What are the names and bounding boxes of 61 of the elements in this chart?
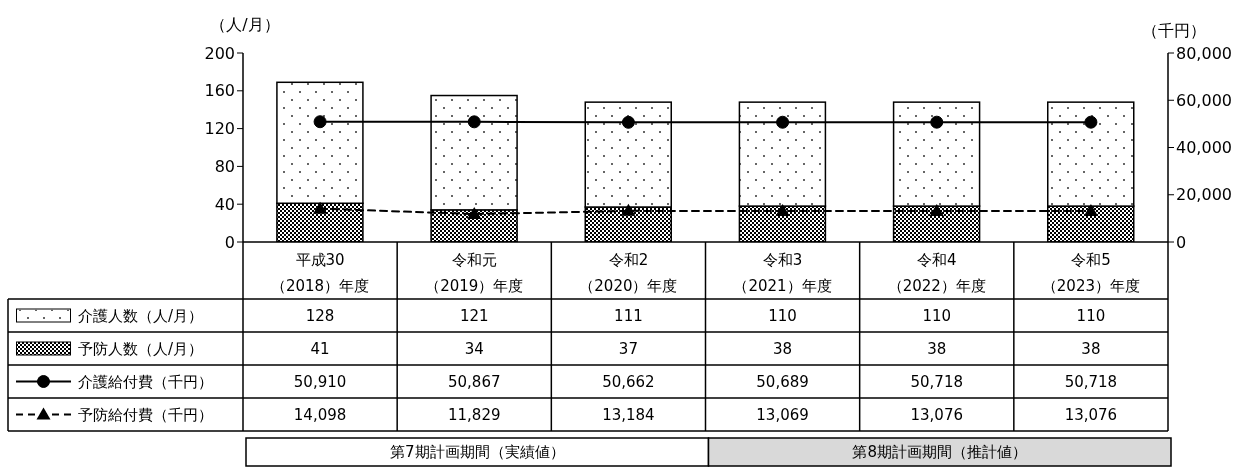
data-label: 110 bbox=[1076, 306, 1106, 325]
data-label: 50,718 bbox=[910, 372, 963, 391]
data-label: 110 bbox=[768, 306, 797, 325]
x-tick-label: 令和5（2023）年度 bbox=[1041, 251, 1141, 295]
data-label: 37 bbox=[618, 339, 638, 358]
data-label: 50,662 bbox=[602, 372, 655, 391]
y2-tick-label: 60,000 bbox=[1176, 90, 1232, 110]
point bbox=[776, 115, 790, 129]
point bbox=[1083, 204, 1098, 217]
data-label: 14,098 bbox=[293, 405, 347, 424]
point bbox=[467, 207, 482, 220]
point bbox=[775, 204, 790, 217]
x-tick-label: 令和4（2022）年度 bbox=[887, 251, 986, 295]
data-label: 50,718 bbox=[1064, 372, 1118, 391]
y-axis-title: （人/月） bbox=[210, 14, 280, 34]
x-tick-label: 令和3（2021）年度 bbox=[733, 251, 832, 295]
data-label: 13,076 bbox=[1064, 405, 1118, 424]
y2-tick-label: 0 bbox=[1176, 232, 1187, 252]
y-tick-label: 200 bbox=[204, 43, 235, 63]
point bbox=[930, 115, 944, 129]
data-label: 38 bbox=[927, 339, 947, 358]
data-label: 50,910 bbox=[293, 372, 347, 391]
data-label: 111 bbox=[614, 306, 643, 325]
point bbox=[929, 204, 944, 217]
y-tick-label: 80 bbox=[214, 157, 235, 177]
y2-tick-label: 20,000 bbox=[1176, 185, 1232, 205]
data-label: 50,689 bbox=[756, 372, 809, 391]
data-label: 13,076 bbox=[910, 405, 963, 424]
data-label: 41 bbox=[310, 339, 330, 358]
x-tick-label: 令和2（2020）年度 bbox=[579, 251, 678, 295]
point bbox=[621, 115, 635, 129]
y2-tick-label: 80,000 bbox=[1176, 43, 1232, 63]
data-label: 128 bbox=[305, 306, 335, 325]
data-label: 13,069 bbox=[756, 405, 809, 424]
data-label: 38 bbox=[773, 339, 793, 358]
legend-label: 介護人数（人/月） bbox=[78, 306, 204, 325]
point bbox=[313, 115, 327, 129]
y2-axis-title: （千円） bbox=[1142, 20, 1206, 40]
point bbox=[621, 203, 636, 216]
data-label: 38 bbox=[1081, 339, 1101, 358]
y-tick-label: 120 bbox=[204, 119, 235, 139]
data-label: 50,867 bbox=[448, 372, 501, 391]
point bbox=[1084, 115, 1098, 129]
point bbox=[313, 201, 328, 214]
data-label: 11,829 bbox=[448, 405, 501, 424]
text: 第8期計画期間（推計値） bbox=[852, 443, 1028, 461]
y-tick-label: 0 bbox=[224, 232, 235, 252]
data-label: 121 bbox=[459, 306, 489, 325]
data-label: 34 bbox=[464, 339, 484, 358]
data-label: 110 bbox=[922, 306, 952, 325]
y-tick-label: 160 bbox=[204, 81, 235, 101]
legend-label: 介護給付費（千円） bbox=[78, 372, 213, 391]
x-tick-label: 平成30（2018）年度 bbox=[270, 251, 370, 295]
y2-tick-label: 40,000 bbox=[1176, 138, 1232, 158]
legend-label: 予防人数（人/月） bbox=[78, 339, 204, 358]
text: 第7期計画期間（実績値） bbox=[389, 443, 565, 461]
data-label: 13,184 bbox=[602, 405, 655, 424]
legend-label: 予防給付費（千円） bbox=[78, 405, 213, 424]
x-tick-label: 令和元（2019）年度 bbox=[425, 251, 524, 295]
point bbox=[467, 115, 481, 129]
y-tick-label: 40 bbox=[214, 194, 235, 214]
